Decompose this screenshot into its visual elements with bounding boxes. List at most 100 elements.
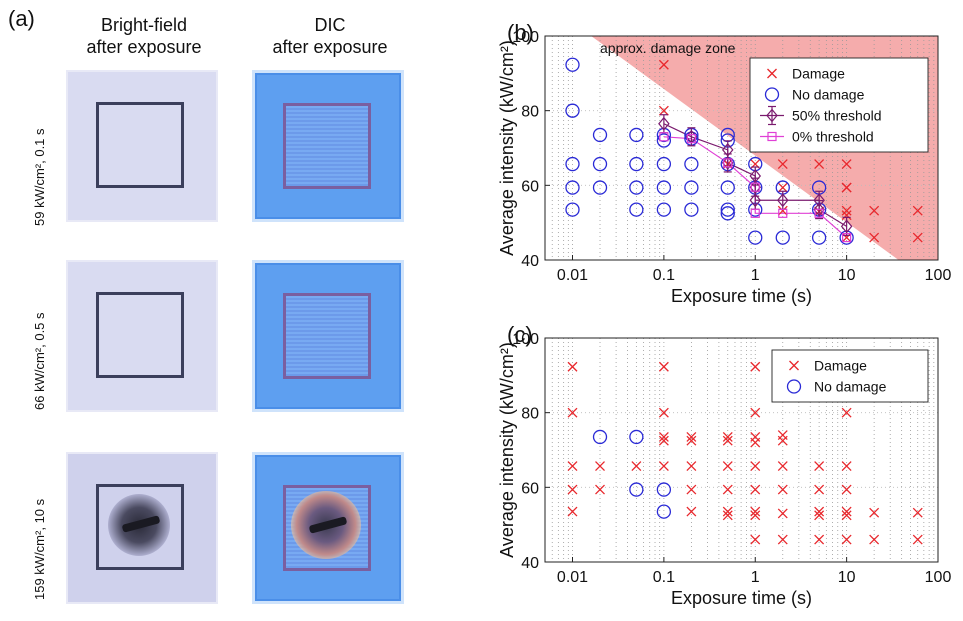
no-damage-point [656,482,672,497]
legend-marker [786,379,802,394]
y-tick-label: 100 [512,29,539,46]
x-stroke [841,506,852,517]
x-stroke [814,510,825,521]
no-damage-point [629,127,644,143]
damage-point [750,534,761,545]
no-damage-point [656,133,672,148]
damage-point [567,461,578,472]
bright-field-header-line2: after exposure [86,37,202,57]
no-damage-point [592,180,608,195]
dic-image-row1 [252,70,404,222]
damage-point [814,461,825,472]
x-stroke [814,534,825,545]
diamond [813,202,825,217]
zone-annotation: approx. damage zone [600,40,736,56]
sample-square [283,293,371,379]
panel-letter: (c) [507,322,533,347]
damage-point [595,461,605,472]
no-damage-point [592,127,608,143]
x-stroke [750,461,761,472]
damage-point [686,431,697,442]
x-stroke [750,534,761,545]
x-stroke [722,510,733,521]
x-stroke [912,232,923,243]
damage-point [777,182,788,193]
no-damage-point [629,180,644,195]
legend-label: No damage [814,379,887,395]
x-tick-label: 10 [838,267,856,284]
damage-point [841,205,852,216]
y-tick-label: 40 [521,253,539,270]
damage-point [814,159,825,170]
damage-point [841,159,852,170]
no-damage-point [629,482,644,497]
damage-point [567,506,578,517]
x-stroke [841,210,852,221]
x-tick-label: 0.01 [557,267,588,284]
no-damage-point [656,202,672,217]
damage-point [722,435,733,446]
no-damage-point [592,156,608,172]
dic-header: DIC after exposure [250,14,410,58]
legend-label: Damage [792,66,845,82]
dic-image-row3 [252,452,404,604]
no-damage-point [565,57,580,72]
dic-header-line1: DIC [314,15,346,35]
y-tick-label: 40 [521,555,539,572]
damage-point [686,484,697,495]
x-stroke [777,534,788,545]
no-damage-point [720,180,735,195]
panel-letter: (b) [507,20,534,45]
dic-header-line2: after exposure [272,37,388,57]
no-damage-point [656,180,672,195]
sample-square [96,102,184,188]
damage-point [777,461,788,472]
y-tick-label: 80 [521,406,539,423]
row-label-1: 59 kW/cm², 0.1 s [32,128,47,226]
no-damage-point [684,180,699,195]
diamond [749,193,762,208]
x-stroke [841,205,852,216]
plot-c: 0.01 0.1 1 10 100 40 60 80 100 Exposure time (s) A… [497,322,951,608]
no-damage-point [684,202,699,217]
damage-point [777,159,788,170]
legend-label: No damage [792,87,865,103]
plot-b: 0.01 0.1 1 10 100 40 60 80 100 Exposure time (s) A… [497,20,951,306]
x-stroke [777,182,788,193]
damage-point [750,506,761,517]
y-tick-label: 60 [521,178,539,195]
x-stroke [777,484,788,495]
legend-marker [767,68,777,79]
damage-point [777,508,788,519]
x-stroke [658,59,669,70]
damage-point [841,232,852,243]
x-stroke [567,506,578,517]
x-stroke [814,484,825,495]
x-axis-label: Exposure time (s) [671,588,812,608]
damage-point [841,407,852,418]
legend-label: Damage [814,358,867,374]
damage-point [912,205,923,216]
x-stroke [567,461,578,472]
x-stroke [777,159,788,170]
x-stroke [567,361,578,372]
damage-point [777,435,788,446]
x-tick-label: 1 [751,569,760,586]
damage-point [595,484,605,495]
0-threshold-point [723,158,733,168]
x-stroke [658,361,669,372]
damage-point [567,407,578,418]
damage-point [567,484,578,495]
x-stroke [841,182,852,193]
x-stroke [722,461,733,472]
no-damage-point [565,202,580,217]
0-threshold-point [814,208,824,218]
damage-point [658,361,669,372]
damage-point [777,205,788,216]
x-stroke [567,407,578,418]
x-tick-label: 10 [838,569,856,586]
x-stroke [777,461,788,472]
damage-point [777,484,788,495]
x-stroke [841,461,852,472]
0-threshold-point [659,132,669,142]
